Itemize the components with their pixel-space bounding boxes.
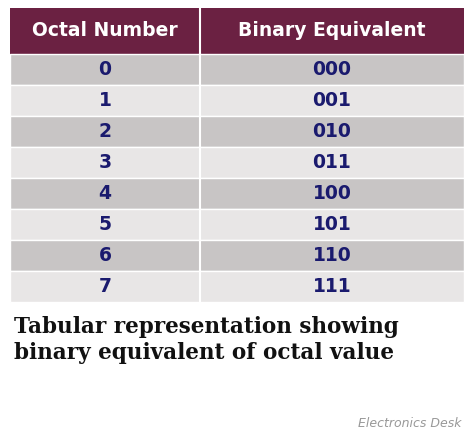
Text: 0: 0: [99, 60, 111, 79]
Bar: [10, 54, 464, 85]
Bar: [10, 8, 464, 54]
Text: 5: 5: [99, 215, 111, 234]
Text: 4: 4: [99, 184, 111, 203]
Text: 1: 1: [99, 91, 111, 110]
Text: Octal Number: Octal Number: [32, 21, 178, 41]
Text: 100: 100: [312, 184, 351, 203]
Bar: [10, 85, 464, 116]
Text: 010: 010: [312, 122, 351, 141]
Text: binary equivalent of octal value: binary equivalent of octal value: [14, 342, 394, 364]
Text: 001: 001: [312, 91, 351, 110]
Text: 110: 110: [313, 246, 351, 265]
Bar: [10, 116, 464, 147]
Text: Tabular representation showing: Tabular representation showing: [14, 316, 399, 338]
Bar: [10, 178, 464, 209]
Bar: [10, 271, 464, 302]
Text: 011: 011: [313, 153, 351, 172]
Text: 3: 3: [99, 153, 111, 172]
Text: 6: 6: [99, 246, 111, 265]
Text: Binary Equivalent: Binary Equivalent: [238, 21, 426, 41]
Text: 000: 000: [312, 60, 352, 79]
Text: 101: 101: [313, 215, 351, 234]
Bar: [10, 209, 464, 240]
Bar: [10, 147, 464, 178]
Text: 7: 7: [99, 277, 111, 296]
Bar: [10, 240, 464, 271]
Text: 2: 2: [99, 122, 111, 141]
Text: 111: 111: [313, 277, 351, 296]
Text: Electronics Desk: Electronics Desk: [358, 417, 462, 430]
